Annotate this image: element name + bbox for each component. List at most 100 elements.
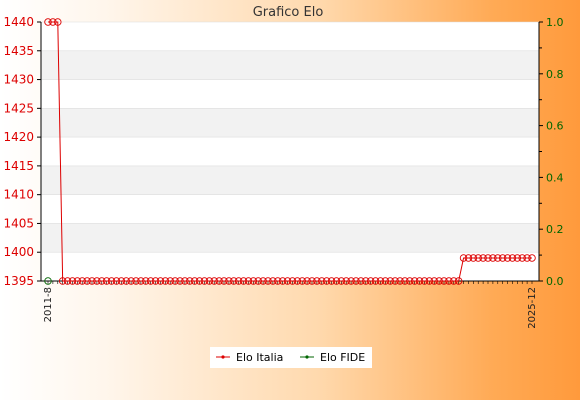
point-elo-italia <box>146 277 155 285</box>
point-elo-italia <box>49 18 57 26</box>
y-left-tick-label: 1435 <box>3 44 34 58</box>
point-elo-italia <box>278 277 287 285</box>
point-elo-italia <box>318 277 326 285</box>
y-left-tick-label: 1405 <box>3 216 34 230</box>
point-elo-italia <box>142 277 150 285</box>
point-elo-italia <box>220 277 228 285</box>
point-elo-italia <box>494 254 502 262</box>
point-elo-italia <box>269 277 277 285</box>
point-elo-italia <box>283 277 292 285</box>
point-elo-italia <box>366 277 375 285</box>
plot-area <box>41 21 539 282</box>
point-elo-italia <box>156 277 165 285</box>
point-elo-italia <box>425 277 434 285</box>
point-elo-italia <box>288 277 297 285</box>
y-right-tick-label: 0.8 <box>546 68 564 81</box>
point-elo-italia <box>454 277 463 285</box>
point-elo-italia <box>200 277 209 285</box>
point-elo-italia <box>322 277 331 285</box>
y-left-tick-label: 1420 <box>3 130 34 144</box>
point-elo-italia <box>112 277 121 285</box>
y-left-tick-label: 1440 <box>3 15 34 29</box>
point-elo-italia <box>303 277 311 285</box>
point-elo-italia <box>484 254 492 262</box>
point-elo-italia <box>371 277 380 285</box>
x-axis-ticks: 2011-8 2025-12 <box>43 281 538 329</box>
grid-band <box>41 50 539 80</box>
point-elo-italia <box>54 18 62 26</box>
y-left-tick-label: 1410 <box>3 188 34 202</box>
y-axis-right-ticks: 0.0 0.2 0.4 0.6 0.8 1.0 <box>539 16 564 288</box>
point-elo-italia <box>420 277 429 285</box>
point-elo-italia <box>195 277 204 285</box>
point-elo-italia <box>352 277 360 285</box>
point-elo-italia <box>518 254 526 262</box>
point-elo-italia <box>127 277 135 285</box>
point-elo-italia <box>93 277 101 285</box>
point-elo-italia <box>357 277 365 285</box>
point-elo-italia <box>347 277 355 285</box>
point-elo-italia <box>489 254 497 262</box>
point-elo-italia <box>181 277 189 285</box>
point-elo-italia <box>137 277 145 285</box>
y-axis-left-ticks: 1395 1400 1405 1410 1415 1420 1425 1430 1435 1440 <box>3 15 41 288</box>
point-elo-italia <box>498 254 507 262</box>
x-tick-label: 2025-12 <box>527 287 538 329</box>
point-elo-italia <box>528 254 536 262</box>
y-left-tick-label: 1395 <box>3 274 34 288</box>
point-elo-italia <box>406 277 414 285</box>
point-elo-italia <box>83 277 91 285</box>
point-elo-italia <box>450 277 458 285</box>
y-left-tick-label: 1430 <box>3 73 34 87</box>
point-elo-italia <box>210 277 218 285</box>
point-elo-fide <box>44 277 52 285</box>
point-elo-italia <box>230 277 238 285</box>
point-elo-italia <box>401 277 409 285</box>
point-elo-italia <box>381 277 390 285</box>
point-elo-italia <box>68 277 77 285</box>
point-elo-italia <box>376 277 385 285</box>
point-elo-italia <box>161 277 170 285</box>
point-elo-italia <box>362 277 370 285</box>
legend-label: Elo FIDE <box>320 351 365 364</box>
point-elo-italia <box>166 277 174 285</box>
point-elo-italia <box>430 277 438 285</box>
y-left-tick-label: 1400 <box>3 245 34 259</box>
point-elo-italia <box>337 277 346 285</box>
point-elo-italia <box>63 277 72 285</box>
point-elo-italia <box>308 277 316 285</box>
point-elo-italia <box>513 254 522 262</box>
point-elo-italia <box>132 277 140 285</box>
point-elo-italia <box>386 277 394 285</box>
point-elo-italia <box>342 277 350 285</box>
point-elo-italia <box>122 277 130 285</box>
point-elo-italia <box>225 277 233 285</box>
y-right-tick-label: 0.4 <box>546 171 564 184</box>
grid-band <box>41 223 539 253</box>
point-elo-italia <box>186 277 194 285</box>
point-elo-italia <box>215 277 223 285</box>
point-elo-italia <box>190 277 199 285</box>
legend-marker <box>305 355 309 359</box>
point-elo-italia <box>396 277 404 285</box>
point-elo-italia <box>298 277 306 285</box>
point-elo-italia <box>117 277 126 285</box>
legend-label: Elo Italia <box>236 351 283 364</box>
point-elo-italia <box>78 277 86 285</box>
point-elo-italia <box>98 277 106 285</box>
point-elo-italia <box>102 277 111 285</box>
y-left-tick-label: 1425 <box>3 101 34 115</box>
point-elo-italia <box>474 254 482 262</box>
point-elo-italia <box>445 277 453 285</box>
point-elo-italia <box>205 277 214 285</box>
legend-marker <box>221 355 225 359</box>
point-elo-italia <box>58 277 67 285</box>
series-line-elo-italia <box>48 21 532 282</box>
point-elo-italia <box>151 277 160 285</box>
y-left-tick-label: 1415 <box>3 159 34 173</box>
point-elo-italia <box>274 277 282 285</box>
point-elo-italia <box>391 277 399 285</box>
point-elo-italia <box>244 277 253 285</box>
point-elo-italia <box>171 277 179 285</box>
